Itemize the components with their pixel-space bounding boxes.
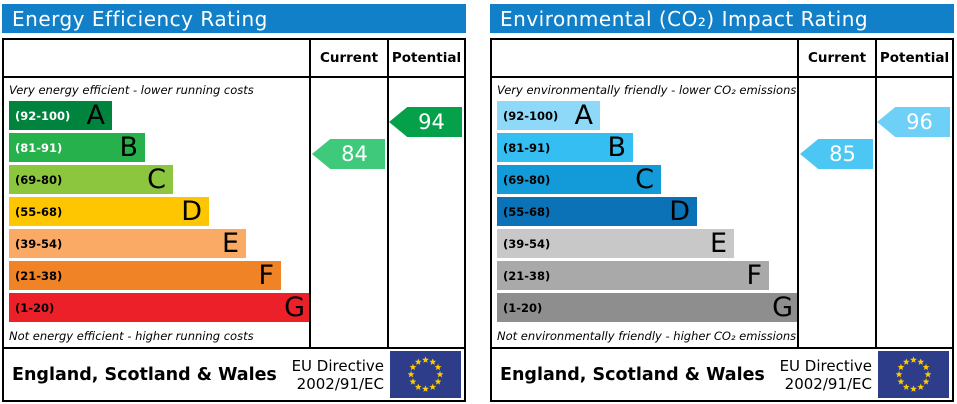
- band-range-label: (55-68): [503, 204, 551, 219]
- current-rating-arrow: 84: [312, 139, 385, 169]
- band-range-label: (21-38): [15, 268, 63, 283]
- bottom-note: Not energy efficient - higher running co…: [9, 329, 254, 343]
- empty-header-cell: [4, 40, 309, 76]
- band-range-label: (69-80): [15, 172, 63, 187]
- band-row-d: (55-68) D: [9, 197, 209, 226]
- potential-column: 94: [387, 78, 464, 347]
- band-letter: A: [86, 100, 105, 131]
- band-row-d: (55-68) D: [497, 197, 697, 226]
- band-letter: D: [669, 196, 690, 227]
- band-letter: B: [119, 132, 138, 163]
- current-column-header: Current: [797, 40, 875, 76]
- band-range-label: (39-54): [15, 236, 63, 251]
- eu-directive-label: EU Directive 2002/91/EC: [779, 356, 872, 393]
- current-rating-arrow: 85: [800, 139, 873, 169]
- potential-column-header: Potential: [387, 40, 464, 76]
- rating-table: Current Potential Very energy efficient …: [2, 38, 466, 402]
- band-row-g: (1-20) G: [497, 293, 797, 322]
- chart-title: Energy Efficiency Rating: [12, 6, 268, 31]
- band-letter: F: [258, 260, 274, 291]
- potential-rating-arrow: 96: [877, 107, 950, 137]
- current-column: 84: [309, 78, 387, 347]
- band-row-b: (81-91) B: [497, 133, 633, 162]
- region-label: England, Scotland & Wales: [12, 364, 277, 385]
- band-range-label: (81-91): [503, 140, 551, 155]
- potential-column-header: Potential: [875, 40, 952, 76]
- footer-row: England, Scotland & Wales EU Directive 2…: [4, 347, 464, 400]
- empty-header-cell: [492, 40, 797, 76]
- band-range-label: (1-20): [503, 300, 543, 315]
- bands-container: (92-100) A (81-91) B (69-80) C (55-68) D (39-54)…: [492, 101, 797, 322]
- column-header-row: Current Potential: [4, 40, 464, 78]
- top-note: Very energy efficient - lower running co…: [9, 83, 254, 97]
- band-row-a: (92-100) A: [9, 101, 112, 130]
- region-label: England, Scotland & Wales: [500, 364, 765, 385]
- band-letter: D: [181, 196, 202, 227]
- band-area: Very environmentally friendly - lower CO…: [492, 78, 952, 347]
- column-header-row: Current Potential: [492, 40, 952, 78]
- band-range-label: (92-100): [503, 108, 559, 123]
- potential-column: 96: [875, 78, 952, 347]
- bottom-note: Not environmentally friendly - higher CO…: [497, 329, 797, 343]
- environmental-impact-chart: Environmental (CO₂) Impact Rating Curren…: [490, 4, 954, 404]
- band-range-label: (55-68): [15, 204, 63, 219]
- band-range-label: (92-100): [15, 108, 71, 123]
- eu-flag-icon: [390, 351, 461, 398]
- band-row-f: (21-38) F: [9, 261, 281, 290]
- band-letter: G: [284, 292, 305, 323]
- band-letter: F: [746, 260, 762, 291]
- rating-table: Current Potential Very environmentally f…: [490, 38, 954, 402]
- chart-title-bar: Environmental (CO₂) Impact Rating: [490, 4, 954, 33]
- band-range-label: (81-91): [15, 140, 63, 155]
- eu-directive-label: EU Directive 2002/91/EC: [291, 356, 384, 393]
- band-range-label: (1-20): [15, 300, 55, 315]
- band-row-b: (81-91) B: [9, 133, 145, 162]
- bands-container: (92-100) A (81-91) B (69-80) C (55-68) D (39-54)…: [4, 101, 309, 322]
- band-row-c: (69-80) C: [9, 165, 173, 194]
- band-letter: E: [221, 228, 239, 259]
- bands-cell: Very energy efficient - lower running co…: [4, 78, 309, 347]
- band-row-e: (39-54) E: [9, 229, 246, 258]
- chart-title: Environmental (CO₂) Impact Rating: [500, 6, 869, 31]
- energy-efficiency-chart: Energy Efficiency Rating Current Potenti…: [2, 4, 466, 404]
- band-row-g: (1-20) G: [9, 293, 309, 322]
- potential-rating-arrow: 94: [389, 107, 462, 137]
- band-row-f: (21-38) F: [497, 261, 769, 290]
- bands-cell: Very environmentally friendly - lower CO…: [492, 78, 797, 347]
- footer-row: England, Scotland & Wales EU Directive 2…: [492, 347, 952, 400]
- band-row-e: (39-54) E: [497, 229, 734, 258]
- band-letter: C: [635, 164, 654, 195]
- current-column: 85: [797, 78, 875, 347]
- top-note: Very environmentally friendly - lower CO…: [497, 83, 797, 97]
- band-letter: B: [607, 132, 626, 163]
- eu-flag-icon: [878, 351, 949, 398]
- band-letter: E: [709, 228, 727, 259]
- band-range-label: (39-54): [503, 236, 551, 251]
- band-row-a: (92-100) A: [497, 101, 600, 130]
- band-area: Very energy efficient - lower running co…: [4, 78, 464, 347]
- band-letter: A: [574, 100, 593, 131]
- band-range-label: (69-80): [503, 172, 551, 187]
- band-letter: G: [772, 292, 793, 323]
- current-column-header: Current: [309, 40, 387, 76]
- band-letter: C: [147, 164, 166, 195]
- band-range-label: (21-38): [503, 268, 551, 283]
- band-row-c: (69-80) C: [497, 165, 661, 194]
- chart-title-bar: Energy Efficiency Rating: [2, 4, 466, 33]
